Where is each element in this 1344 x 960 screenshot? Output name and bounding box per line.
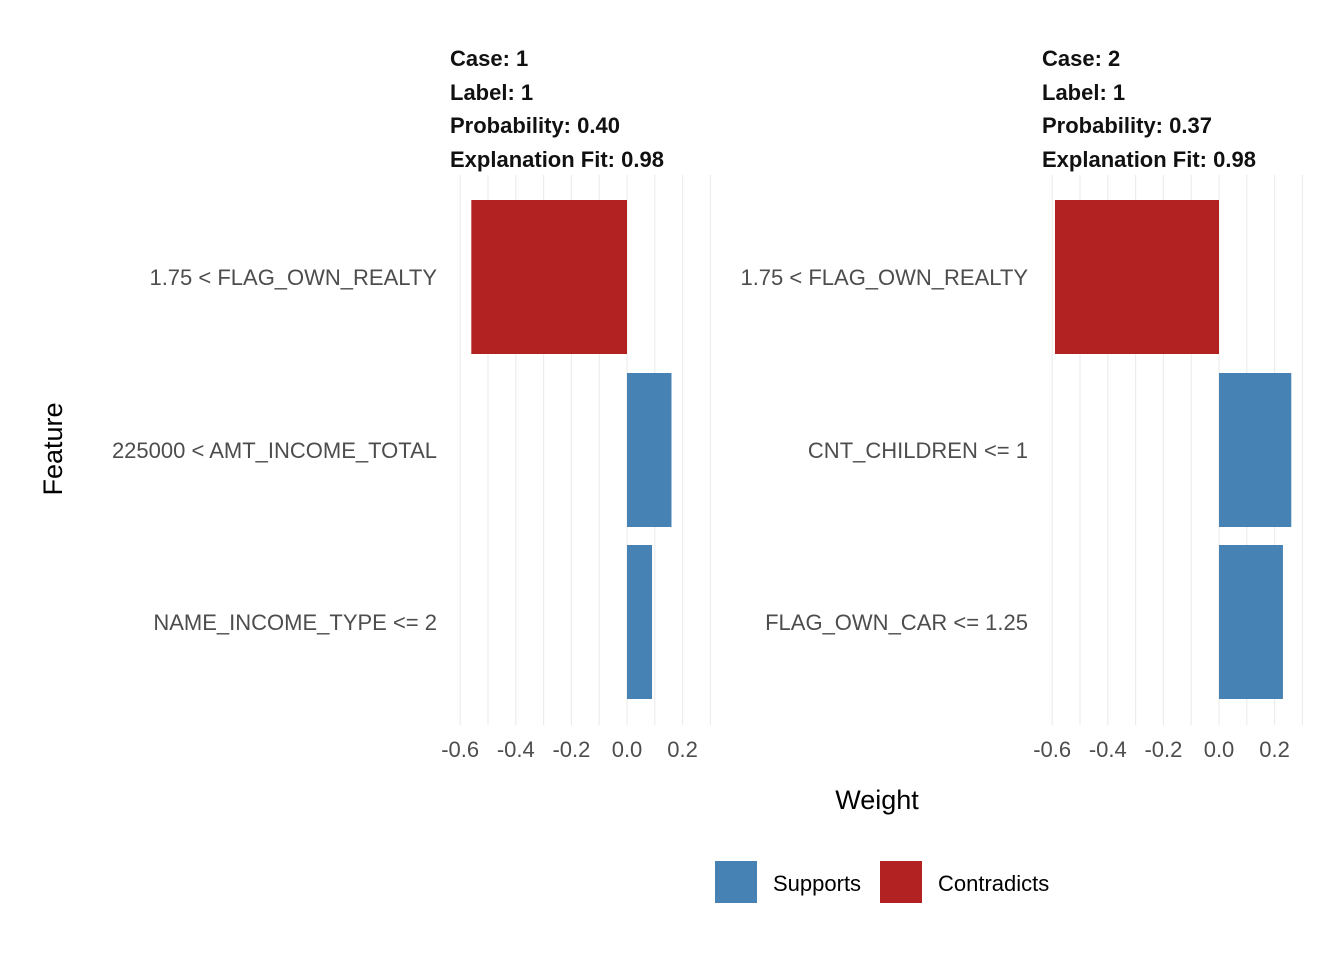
- feature-label: 1.75 < FLAG_OWN_REALTY: [149, 265, 437, 290]
- feature-label: FLAG_OWN_CAR <= 1.25: [765, 610, 1028, 635]
- x-tick-label: 0.0: [612, 737, 643, 762]
- bar-supports: [1219, 373, 1292, 527]
- y-axis-title: Feature: [38, 402, 68, 495]
- x-tick-label: 0.0: [1204, 737, 1235, 762]
- feature-label: CNT_CHILDREN <= 1: [808, 438, 1028, 463]
- feature-label: 1.75 < FLAG_OWN_REALTY: [740, 265, 1028, 290]
- feature-label: 225000 < AMT_INCOME_TOTAL: [112, 438, 437, 463]
- legend-label-contradicts: Contradicts: [938, 871, 1049, 896]
- facet-strip-line: Probability: 0.37: [1042, 113, 1212, 138]
- bar-supports: [627, 373, 672, 527]
- facet-strip-line: Label: 1: [450, 80, 533, 105]
- legend-key-contradicts: [880, 861, 922, 903]
- x-tick-label: -0.4: [1089, 737, 1127, 762]
- facet-strip-line: Explanation Fit: 0.98: [450, 147, 664, 172]
- legend-key-supports: [715, 861, 757, 903]
- facet-strip-line: Case: 1: [450, 46, 528, 71]
- facet-panel-1: Case: 1 Label: 1 Probability: 0.40 Explanat…: [112, 46, 711, 762]
- bar-supports: [1219, 545, 1283, 699]
- x-axis-title: Weight: [835, 785, 919, 815]
- x-tick-label: -0.6: [441, 737, 479, 762]
- bar-supports: [627, 545, 653, 699]
- facet-strip-line: Label: 1: [1042, 80, 1125, 105]
- x-tick-label: 0.2: [1259, 737, 1290, 762]
- legend-label-supports: Supports: [773, 871, 861, 896]
- facet-strip-line: Case: 2: [1042, 46, 1120, 71]
- x-tick-label: -0.2: [552, 737, 590, 762]
- x-tick-label: 0.2: [667, 737, 698, 762]
- x-tick-label: -0.2: [1144, 737, 1182, 762]
- x-tick-label: -0.4: [497, 737, 535, 762]
- facet-strip-line: Probability: 0.40: [450, 113, 620, 138]
- x-tick-label: -0.6: [1033, 737, 1071, 762]
- facet-strip-line: Explanation Fit: 0.98: [1042, 147, 1256, 172]
- facet-panel-2: Case: 2 Label: 1 Probability: 0.37 Explanat…: [740, 46, 1303, 762]
- legend: Supports Contradicts: [715, 861, 1049, 903]
- feature-label: NAME_INCOME_TYPE <= 2: [153, 610, 437, 635]
- bar-contradicts: [1054, 200, 1219, 354]
- bar-contradicts: [471, 200, 627, 354]
